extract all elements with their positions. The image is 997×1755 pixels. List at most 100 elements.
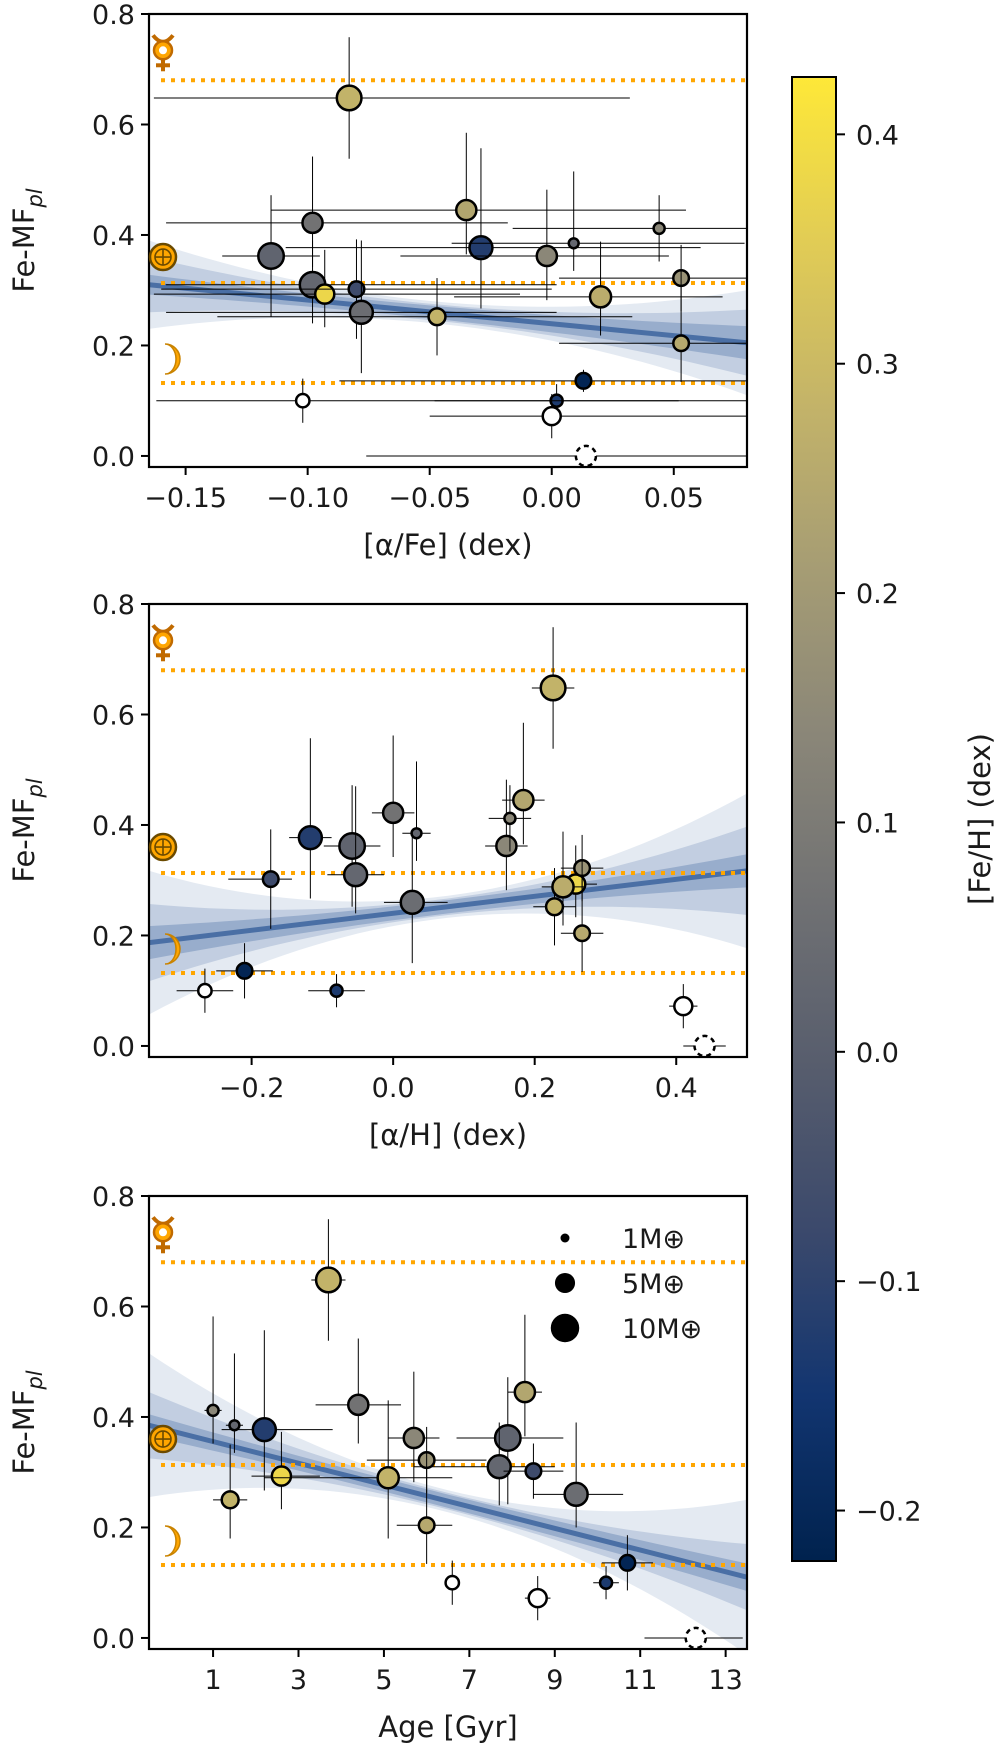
data-point bbox=[264, 1400, 453, 1539]
data-point bbox=[166, 240, 557, 374]
data-point bbox=[396, 1453, 453, 1564]
x-tick-label: 1 bbox=[204, 1665, 221, 1696]
moon-icon bbox=[164, 933, 181, 965]
data-point bbox=[488, 785, 532, 852]
data-point bbox=[644, 1626, 743, 1649]
size-legend-marker bbox=[550, 1313, 580, 1343]
data-point bbox=[222, 195, 320, 317]
data-point bbox=[225, 1353, 243, 1453]
y-axis-label-main: Fe-MF bbox=[7, 798, 41, 883]
data-point bbox=[533, 1422, 624, 1528]
data-marker bbox=[399, 889, 425, 916]
data-marker bbox=[513, 1380, 537, 1404]
plot-area bbox=[149, 37, 747, 467]
data-point bbox=[451, 171, 745, 271]
data-marker bbox=[376, 1465, 401, 1490]
confidence-band bbox=[149, 826, 747, 982]
moon-icon bbox=[164, 1525, 181, 1557]
data-point bbox=[153, 37, 630, 159]
y-tick-label: 0.2 bbox=[92, 921, 135, 952]
data-marker bbox=[294, 392, 311, 409]
data-marker bbox=[342, 861, 369, 888]
colorbar-label: [Fe/H] (dex) bbox=[963, 733, 997, 905]
size-legend-item: 1M⊕ bbox=[560, 1224, 685, 1255]
data-marker bbox=[346, 1393, 370, 1417]
data-point bbox=[669, 984, 698, 1029]
data-marker bbox=[410, 827, 423, 840]
data-marker bbox=[468, 234, 494, 261]
y-tick-label: 0.0 bbox=[92, 442, 135, 473]
colorbar-tick-label: −0.2 bbox=[856, 1497, 922, 1528]
confidence-band bbox=[149, 793, 747, 1015]
data-point bbox=[315, 1338, 402, 1444]
trend-line bbox=[149, 868, 747, 946]
data-marker bbox=[527, 1587, 548, 1609]
y-tick-label: 0.8 bbox=[92, 0, 135, 31]
data-point bbox=[339, 369, 747, 392]
data-point bbox=[485, 779, 528, 891]
data-marker bbox=[486, 1453, 512, 1480]
data-marker bbox=[652, 221, 666, 236]
x-tick-label: −0.2 bbox=[219, 1073, 285, 1104]
data-point bbox=[213, 1444, 248, 1539]
earth-icon bbox=[148, 1424, 178, 1454]
data-marker bbox=[454, 198, 478, 222]
data-point bbox=[503, 1443, 564, 1499]
data-point bbox=[454, 241, 723, 336]
data-point bbox=[371, 735, 415, 858]
data-marker bbox=[444, 1574, 461, 1591]
y-axis-label-main: Fe-MF bbox=[7, 1390, 41, 1475]
data-marker bbox=[551, 875, 575, 899]
size-legend: 1M⊕ 5M⊕ 10M⊕ bbox=[550, 1224, 702, 1345]
data-marker bbox=[574, 444, 598, 467]
colorbar-tick-label: 0.4 bbox=[856, 120, 899, 151]
data-marker bbox=[251, 1416, 278, 1443]
data-point bbox=[507, 1314, 542, 1437]
y-axis-label-sub: pl bbox=[23, 188, 47, 208]
data-marker bbox=[427, 307, 447, 327]
y-tick-label: 0.6 bbox=[92, 1292, 135, 1323]
x-tick-label: 0.2 bbox=[513, 1073, 556, 1104]
x-axis-label: Age [Gyr] bbox=[378, 1710, 518, 1744]
data-point bbox=[593, 1566, 619, 1600]
data-marker bbox=[228, 1419, 241, 1432]
data-marker bbox=[206, 1403, 220, 1418]
size-legend-label: 1M⊕ bbox=[622, 1224, 685, 1255]
y-tick-label: 0.4 bbox=[92, 221, 135, 252]
axes-frame bbox=[147, 602, 749, 1059]
data-point bbox=[166, 156, 508, 268]
data-point bbox=[285, 148, 701, 309]
data-marker bbox=[574, 371, 593, 390]
data-marker bbox=[348, 299, 375, 326]
trend-line bbox=[149, 1422, 747, 1580]
x-tick-label: 0.0 bbox=[372, 1073, 415, 1104]
data-marker bbox=[338, 831, 367, 860]
data-point bbox=[156, 378, 747, 423]
data-marker bbox=[598, 1575, 614, 1590]
axes-frame bbox=[147, 12, 749, 469]
planet-symbols bbox=[148, 33, 181, 375]
y-axis-label-main: Fe-MF bbox=[7, 208, 41, 293]
mercury-icon bbox=[151, 33, 175, 72]
data-marker bbox=[541, 405, 562, 427]
size-legend-label: 5M⊕ bbox=[622, 1269, 685, 1300]
y-tick-label: 0.0 bbox=[92, 1624, 135, 1655]
data-point bbox=[683, 1034, 726, 1057]
data-marker bbox=[535, 244, 559, 268]
data-point bbox=[327, 786, 384, 914]
size-legend-marker bbox=[560, 1233, 570, 1243]
data-point bbox=[271, 132, 686, 255]
panels: 0.00.20.40.60.8−0.15 −0.10 −0.05 0.00 0.05[α… bbox=[7, 0, 749, 1744]
y-tick-label: 0.2 bbox=[92, 1513, 135, 1544]
data-point bbox=[560, 861, 604, 972]
planet-symbols bbox=[148, 1215, 181, 1557]
x-tick-label: −0.10 bbox=[266, 483, 349, 514]
planet-symbols bbox=[148, 623, 181, 965]
data-point bbox=[308, 974, 365, 1008]
y-tick-label: 0.6 bbox=[92, 700, 135, 731]
data-marker bbox=[503, 811, 517, 826]
data-point bbox=[228, 829, 292, 929]
data-marker bbox=[301, 211, 324, 235]
x-axis-label: [α/Fe] (dex) bbox=[363, 528, 532, 562]
panel-2: 0.0 0.2 0.4 0.6 0.8 −0.2 0.0 0.2 0.4 [α/H] (dex) F… bbox=[7, 590, 749, 1152]
